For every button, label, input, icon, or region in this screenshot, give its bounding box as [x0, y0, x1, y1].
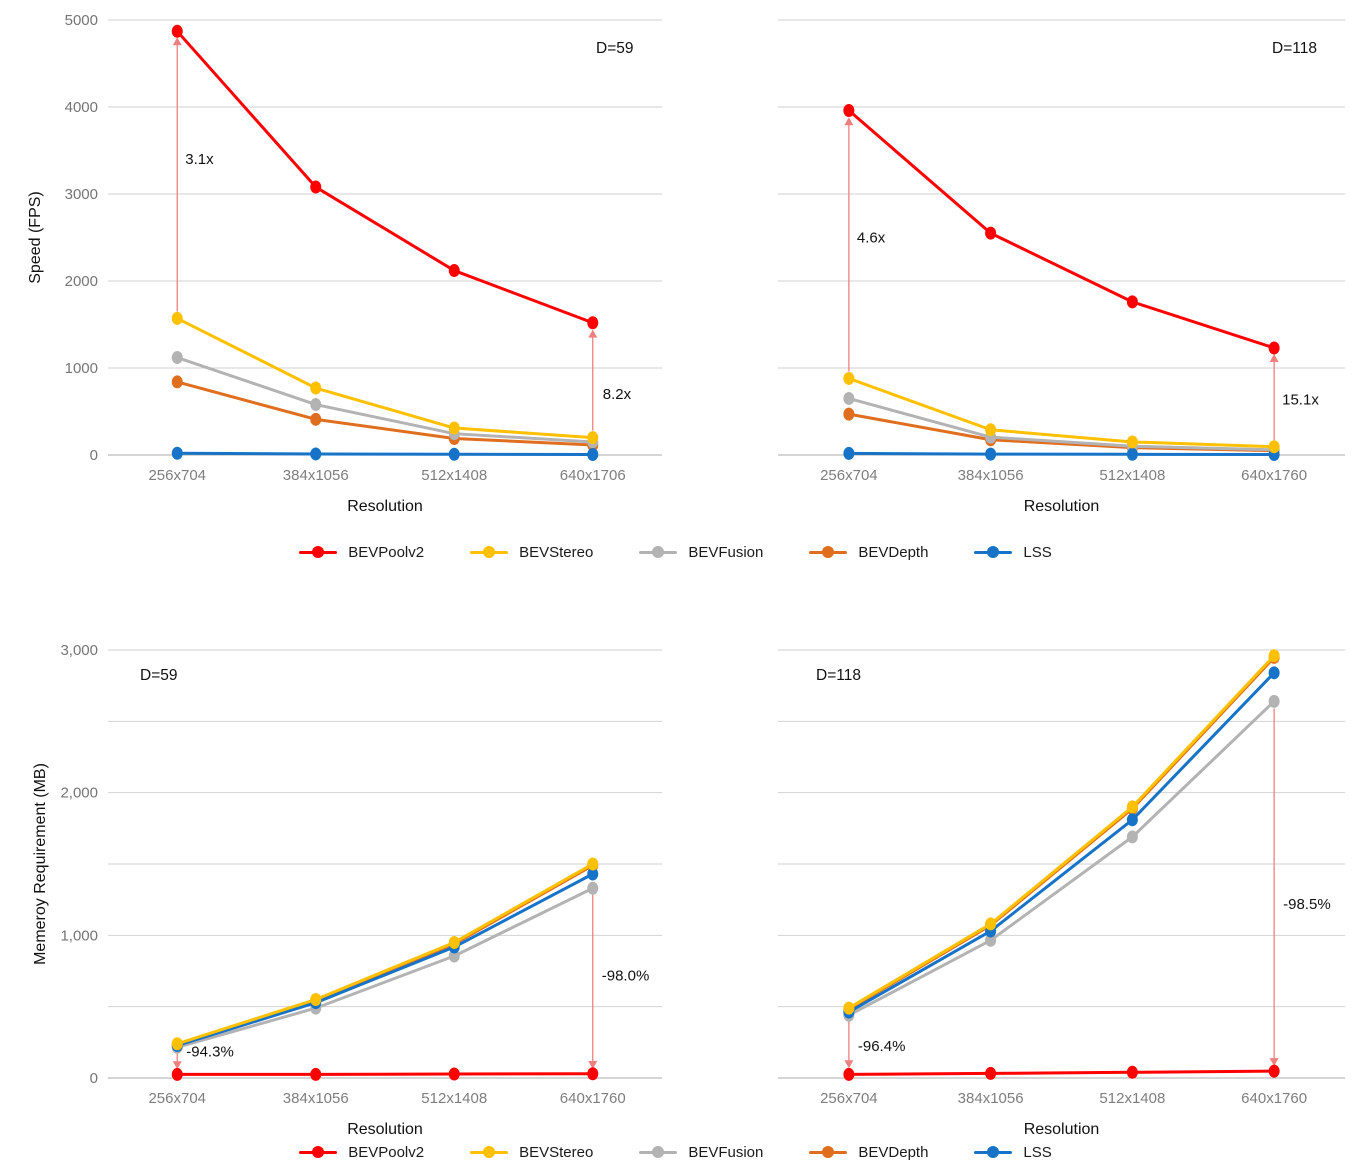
legend-item-label: BEVDepth — [858, 1143, 929, 1161]
svg-text:2,000: 2,000 — [60, 785, 98, 802]
svg-text:Resolution: Resolution — [1024, 498, 1100, 515]
legend-marker-dot — [312, 1146, 325, 1158]
chart-memory-d59: 0 1,000 2,000 3,000 256x704 384x1056 512x1408 6… — [32, 642, 662, 1138]
svg-text:1000: 1000 — [65, 360, 98, 377]
legend-marker-dot — [483, 1146, 496, 1158]
legend-item-bevpoolv2: BEVPoolv2 — [299, 1144, 424, 1161]
svg-text:Resolution: Resolution — [347, 1121, 423, 1138]
svg-text:256x704: 256x704 — [820, 1090, 878, 1107]
svg-text:0: 0 — [90, 447, 98, 464]
svg-text:512x1408: 512x1408 — [421, 1090, 487, 1107]
svg-text:640x1760: 640x1760 — [1241, 467, 1307, 484]
svg-text:3.1x: 3.1x — [185, 151, 214, 168]
legend-marker-dot — [822, 546, 835, 558]
legend-marker-dot — [987, 1146, 1000, 1158]
legend-item-lss: LSS — [974, 543, 1052, 561]
svg-text:5000: 5000 — [65, 12, 98, 29]
svg-text:256x704: 256x704 — [148, 467, 206, 484]
legend-marker-line — [470, 546, 509, 558]
legend-item-label: BEVPoolv2 — [348, 543, 425, 561]
svg-text:Resolution: Resolution — [1024, 1121, 1100, 1138]
legend-item-bevstereo: BEVStereo — [470, 544, 593, 561]
svg-text:512x1408: 512x1408 — [1099, 467, 1165, 484]
svg-text:8.2x: 8.2x — [603, 386, 632, 403]
svg-text:Speed (FPS): Speed (FPS) — [27, 191, 44, 283]
legend-item-bevstereo: BEVStereo — [470, 1144, 593, 1161]
svg-text:512x1408: 512x1408 — [1099, 1090, 1165, 1107]
svg-text:Resolution: Resolution — [347, 498, 423, 515]
svg-text:384x1056: 384x1056 — [283, 467, 349, 484]
legend-item-label: BEVDepth — [858, 543, 929, 561]
legend-item-label: BEVStereo — [519, 543, 594, 561]
legend-marker-line — [299, 546, 338, 558]
svg-text:-98.0%: -98.0% — [602, 967, 650, 984]
svg-text:4.6x: 4.6x — [857, 230, 886, 247]
svg-text:D=118: D=118 — [1272, 40, 1317, 57]
chart-speed-d59: 0 1000 2000 3000 4000 5000 256x704 384x1056 512x… — [27, 12, 662, 515]
legend-item-label: BEVFusion — [688, 543, 764, 561]
legend-item-label: LSS — [1023, 543, 1052, 561]
legend-bottom: BEVPoolv2 BEVStereo BEVFusion BEVDepth L… — [0, 1134, 1351, 1170]
legend-marker-line — [809, 546, 848, 558]
svg-text:640x1706: 640x1706 — [560, 467, 626, 484]
svg-text:3000: 3000 — [65, 186, 98, 203]
legend-marker-dot — [652, 1146, 665, 1158]
svg-text:384x1056: 384x1056 — [958, 1090, 1024, 1107]
svg-text:4000: 4000 — [65, 99, 98, 116]
svg-text:512x1408: 512x1408 — [421, 467, 487, 484]
legend-item-label: LSS — [1023, 1143, 1052, 1161]
svg-text:256x704: 256x704 — [148, 1090, 206, 1107]
svg-text:3,000: 3,000 — [60, 642, 98, 659]
svg-text:15.1x: 15.1x — [1282, 391, 1319, 408]
legend-item-lss: LSS — [974, 1143, 1052, 1161]
legend-marker-dot — [652, 546, 665, 558]
chart-memory-d118: 256x704 384x1056 512x1408 640x1760 Resolutio… — [778, 649, 1345, 1138]
svg-text:-98.5%: -98.5% — [1283, 896, 1331, 913]
svg-text:Memeroy Requirement (MB): Memeroy Requirement (MB) — [32, 763, 49, 965]
svg-text:D=59: D=59 — [140, 667, 178, 684]
legend-item-label: BEVStereo — [519, 1143, 594, 1161]
svg-text:256x704: 256x704 — [820, 467, 878, 484]
legend-marker-line — [974, 1146, 1013, 1158]
legend-marker-line — [809, 1146, 848, 1158]
svg-text:D=59: D=59 — [596, 40, 634, 57]
legend-marker-dot — [822, 1146, 835, 1158]
legend-item-label: BEVPoolv2 — [348, 1143, 425, 1161]
legend-item-bevfusion: BEVFusion — [639, 544, 763, 561]
legend-item-bevfusion: BEVFusion — [639, 1144, 763, 1161]
chart-speed-d118: 256x704 384x1056 512x1408 640x1760 Resolutio… — [778, 19, 1345, 515]
legend-marker-line — [299, 1146, 338, 1158]
svg-text:-94.3%: -94.3% — [186, 1044, 234, 1061]
svg-text:-96.4%: -96.4% — [858, 1038, 906, 1055]
legend-marker-dot — [483, 546, 496, 558]
legend-marker-line — [470, 1146, 509, 1158]
svg-text:2000: 2000 — [65, 273, 98, 290]
svg-text:D=118: D=118 — [816, 667, 861, 684]
legend-marker-line — [639, 546, 678, 558]
svg-text:0: 0 — [90, 1070, 98, 1087]
legend-item-bevdepth: BEVDepth — [809, 544, 928, 561]
svg-text:384x1056: 384x1056 — [958, 467, 1024, 484]
legend-marker-line — [974, 546, 1013, 558]
svg-text:384x1056: 384x1056 — [283, 1090, 349, 1107]
svg-text:1,000: 1,000 — [60, 927, 98, 944]
legend-top: BEVPoolv2 BEVStereo BEVFusion BEVDepth L… — [0, 534, 1351, 570]
svg-text:640x1760: 640x1760 — [1241, 1090, 1307, 1107]
legend-marker-line — [639, 1146, 678, 1158]
legend-marker-dot — [312, 546, 325, 558]
legend-item-label: BEVFusion — [688, 1143, 764, 1161]
legend-item-bevdepth: BEVDepth — [809, 1144, 928, 1161]
legend-marker-dot — [987, 546, 1000, 558]
legend-item-bevpoolv2: BEVPoolv2 — [299, 544, 424, 561]
svg-text:640x1760: 640x1760 — [560, 1090, 626, 1107]
